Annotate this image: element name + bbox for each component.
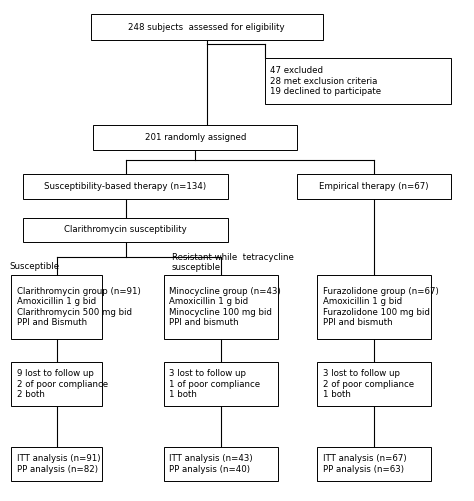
Text: 47 excluded
28 met exclusion criteria
19 declined to participate: 47 excluded 28 met exclusion criteria 19… bbox=[271, 66, 382, 96]
Text: 248 subjects  assessed for eligibility: 248 subjects assessed for eligibility bbox=[128, 23, 285, 32]
FancyBboxPatch shape bbox=[93, 125, 297, 150]
Text: Furazolidone group (n=67)
Amoxicillin 1 g bid
Furazolidone 100 mg bid
PPI and bi: Furazolidone group (n=67) Amoxicillin 1 … bbox=[323, 287, 438, 327]
Text: ITT analysis (n=67)
PP analysis (n=63): ITT analysis (n=67) PP analysis (n=63) bbox=[323, 454, 406, 474]
Text: 3 lost to follow up
1 of poor compliance
1 both: 3 lost to follow up 1 of poor compliance… bbox=[169, 369, 261, 399]
Text: Resistant while  tetracycline
susceptible: Resistant while tetracycline susceptible bbox=[172, 253, 294, 273]
FancyBboxPatch shape bbox=[11, 275, 102, 339]
FancyBboxPatch shape bbox=[317, 447, 431, 481]
FancyBboxPatch shape bbox=[317, 362, 431, 406]
Text: 201 randomly assigned: 201 randomly assigned bbox=[145, 133, 246, 142]
Text: Minocycline group (n=43)
Amoxicillin 1 g bid
Minocycline 100 mg bid
PPI and bism: Minocycline group (n=43) Amoxicillin 1 g… bbox=[169, 287, 281, 327]
FancyBboxPatch shape bbox=[164, 362, 278, 406]
Text: 9 lost to follow up
2 of poor compliance
2 both: 9 lost to follow up 2 of poor compliance… bbox=[17, 369, 108, 399]
FancyBboxPatch shape bbox=[164, 275, 278, 339]
Text: 3 lost to follow up
2 of poor compliance
1 both: 3 lost to follow up 2 of poor compliance… bbox=[323, 369, 414, 399]
Text: ITT analysis (n=91)
PP analysis (n=82): ITT analysis (n=91) PP analysis (n=82) bbox=[17, 454, 100, 474]
FancyBboxPatch shape bbox=[164, 447, 278, 481]
Text: Clarithromycin group (n=91)
Amoxicillin 1 g bid
Clarithromycin 500 mg bid
PPI an: Clarithromycin group (n=91) Amoxicillin … bbox=[17, 287, 141, 327]
Text: Susceptible: Susceptible bbox=[9, 262, 60, 271]
Text: ITT analysis (n=43)
PP analysis (n=40): ITT analysis (n=43) PP analysis (n=40) bbox=[169, 454, 253, 474]
FancyBboxPatch shape bbox=[23, 174, 228, 199]
Text: Empirical therapy (n=67): Empirical therapy (n=67) bbox=[319, 182, 429, 191]
FancyBboxPatch shape bbox=[265, 58, 451, 104]
Text: Clarithromycin susceptibility: Clarithromycin susceptibility bbox=[64, 225, 187, 234]
FancyBboxPatch shape bbox=[317, 275, 431, 339]
FancyBboxPatch shape bbox=[23, 217, 228, 242]
FancyBboxPatch shape bbox=[11, 362, 102, 406]
Text: Susceptibility-based therapy (n=134): Susceptibility-based therapy (n=134) bbox=[45, 182, 207, 191]
FancyBboxPatch shape bbox=[297, 174, 451, 199]
FancyBboxPatch shape bbox=[91, 14, 323, 41]
FancyBboxPatch shape bbox=[11, 447, 102, 481]
